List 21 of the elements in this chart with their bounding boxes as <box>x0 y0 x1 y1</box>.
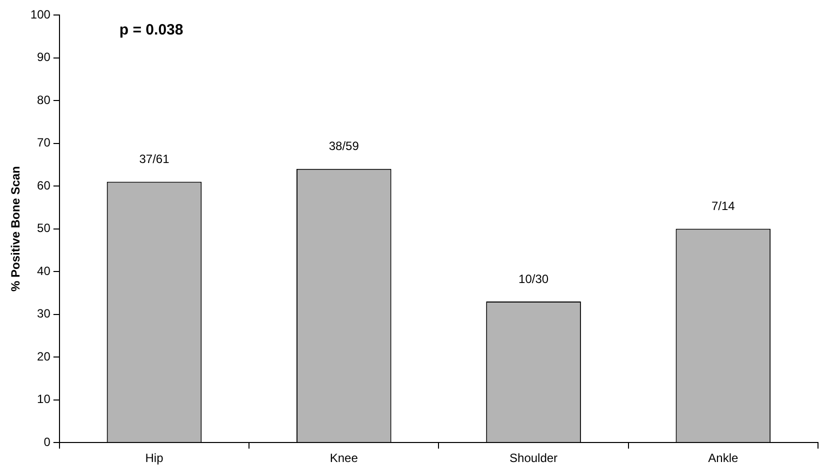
y-tick-label: 100 <box>30 7 51 22</box>
x-tick-label: Shoulder <box>510 451 558 466</box>
data-label: 38/59 <box>328 139 360 154</box>
y-tick-label: 10 <box>37 392 51 406</box>
y-tick-label: 30 <box>37 306 51 321</box>
y-tick-label: 50 <box>37 221 51 236</box>
y-axis-title: % Positive Bone Scan <box>8 166 23 292</box>
y-tick-label: 40 <box>37 264 51 278</box>
x-tick-label: Knee <box>330 451 358 466</box>
y-tick-label: 80 <box>37 92 51 107</box>
data-label: 10/30 <box>518 272 549 286</box>
data-label: 7/14 <box>712 199 736 214</box>
y-tick-label: 90 <box>37 50 51 64</box>
x-tick-label: Ankle <box>708 451 739 466</box>
y-tick-label: 60 <box>37 178 51 192</box>
y-tick-label: 0 <box>44 434 51 449</box>
y-tick-label: 70 <box>37 136 51 150</box>
data-label: 37/61 <box>139 152 170 166</box>
y-tick-label: 20 <box>37 349 51 364</box>
x-tick-label: Hip <box>145 451 164 466</box>
annotation: p = 0.038 <box>119 22 184 39</box>
